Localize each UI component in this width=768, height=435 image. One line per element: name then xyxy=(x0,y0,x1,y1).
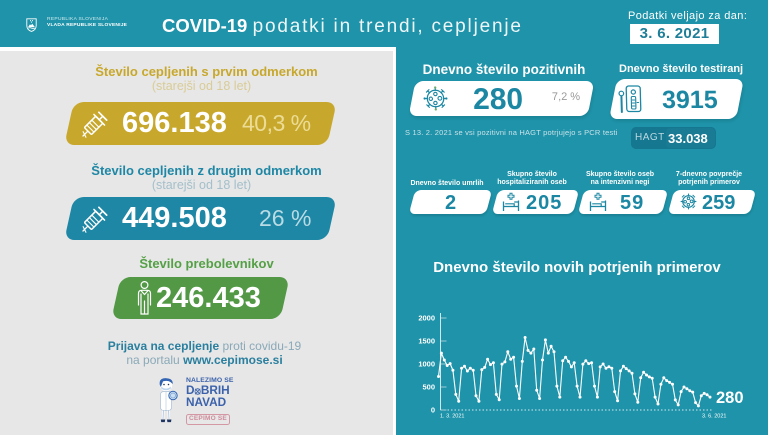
svg-text:280: 280 xyxy=(716,389,744,407)
svg-text:1000: 1000 xyxy=(418,360,435,369)
svg-text:3. 6. 2021: 3. 6. 2021 xyxy=(702,414,726,420)
svg-text:1500: 1500 xyxy=(418,337,435,346)
svg-text:2000: 2000 xyxy=(418,314,435,323)
svg-text:0: 0 xyxy=(431,406,435,415)
svg-text:1. 3. 2021: 1. 3. 2021 xyxy=(440,414,464,420)
svg-text:500: 500 xyxy=(422,383,435,392)
